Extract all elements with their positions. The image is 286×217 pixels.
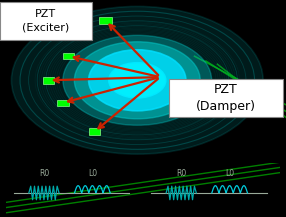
Text: L0: L0 (225, 169, 234, 178)
Bar (43, 77, 54, 84)
Ellipse shape (109, 63, 166, 98)
Text: R0: R0 (39, 169, 49, 178)
Ellipse shape (89, 50, 186, 111)
Ellipse shape (11, 7, 263, 154)
Bar (57, 100, 69, 106)
FancyBboxPatch shape (169, 79, 283, 117)
Text: PZT
(Exciter): PZT (Exciter) (22, 9, 69, 33)
Bar (63, 53, 74, 59)
Bar (100, 17, 112, 25)
Text: L0: L0 (88, 169, 97, 178)
Bar (89, 128, 100, 135)
FancyBboxPatch shape (0, 2, 92, 40)
Ellipse shape (74, 42, 200, 119)
Text: R0: R0 (176, 169, 186, 178)
Text: PZT
(Damper): PZT (Damper) (196, 83, 256, 113)
Ellipse shape (63, 35, 212, 125)
